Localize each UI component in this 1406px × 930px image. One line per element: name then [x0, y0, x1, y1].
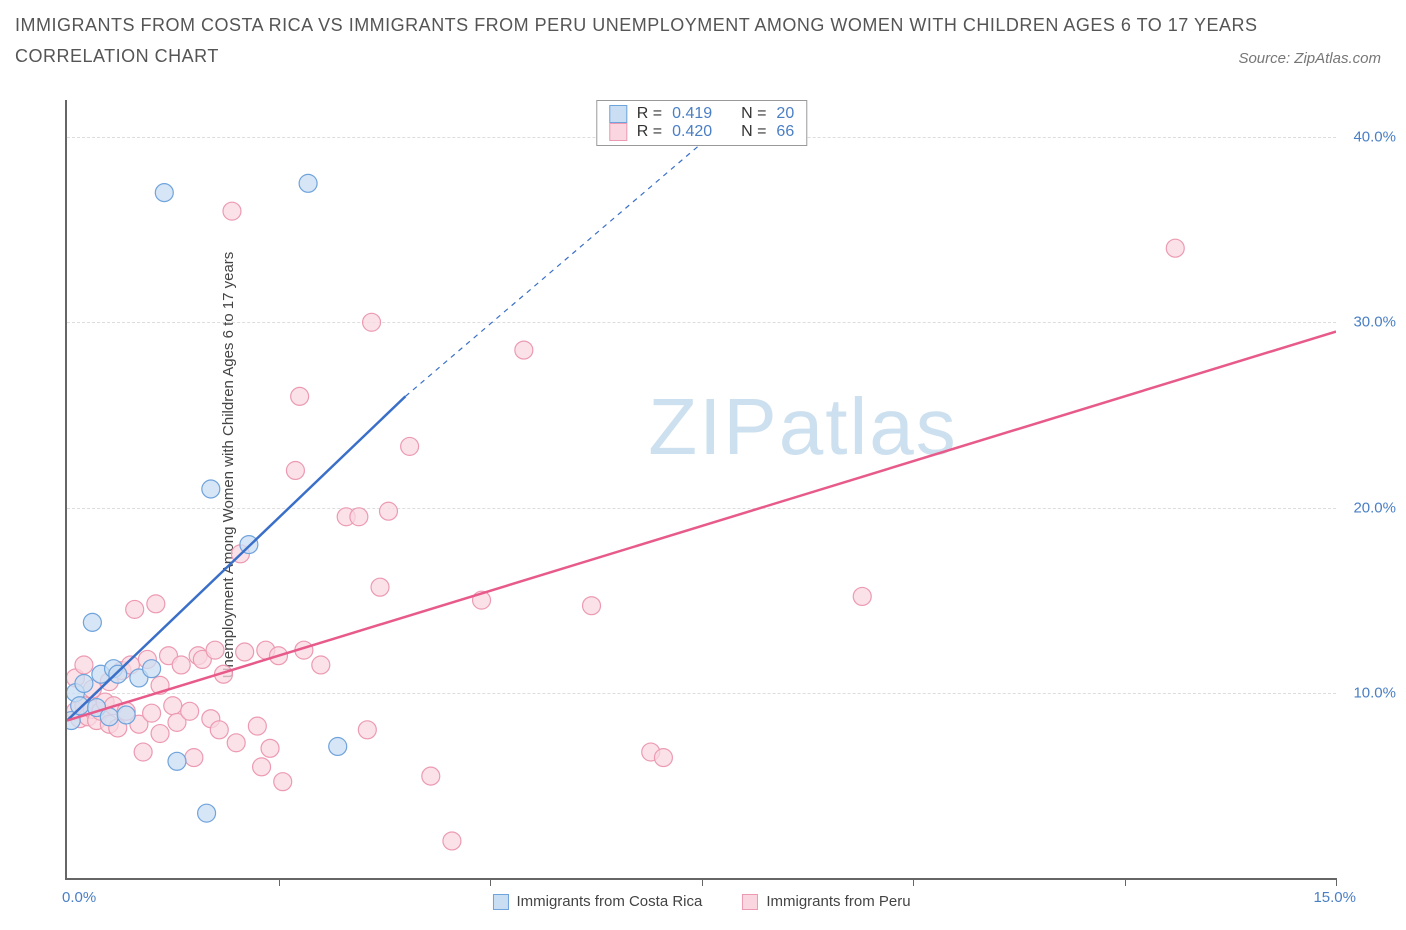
scatter-point: [350, 508, 368, 526]
scatter-point: [164, 697, 182, 715]
y-tick-label: 30.0%: [1353, 314, 1396, 331]
scatter-point: [261, 739, 279, 757]
legend-label-pink: Immigrants from Peru: [766, 893, 910, 910]
scatter-point: [71, 697, 89, 715]
chart-title: IMMIGRANTS FROM COSTA RICA VS IMMIGRANTS…: [15, 10, 1286, 71]
x-tick: [1336, 878, 1337, 886]
stats-box: R = 0.419 N = 20 R = 0.420 N = 66: [596, 100, 807, 146]
stat-n-pink: 66: [776, 123, 794, 141]
stat-n-label: N =: [741, 105, 766, 123]
y-tick-label: 10.0%: [1353, 684, 1396, 701]
y-tick-label: 20.0%: [1353, 499, 1396, 516]
scatter-point: [117, 706, 135, 724]
scatter-point: [286, 461, 304, 479]
scatter-point: [329, 738, 347, 756]
stat-r-label: R =: [637, 123, 662, 141]
scatter-point: [253, 758, 271, 776]
scatter-point: [143, 704, 161, 722]
scatter-point: [168, 752, 186, 770]
scatter-point: [202, 480, 220, 498]
scatter-point: [358, 721, 376, 739]
scatter-point: [379, 502, 397, 520]
scatter-point: [147, 595, 165, 613]
scatter-point: [401, 437, 419, 455]
x-tick: [1125, 878, 1126, 886]
stat-r-blue: 0.419: [672, 105, 712, 123]
x-origin-label: 0.0%: [62, 889, 96, 906]
x-tick: [702, 878, 703, 886]
scatter-point: [75, 675, 93, 693]
scatter-point: [227, 734, 245, 752]
scatter-point: [126, 600, 144, 618]
scatter-point: [291, 387, 309, 405]
swatch-blue-icon: [609, 105, 627, 123]
y-tick-label: 40.0%: [1353, 129, 1396, 146]
legend-item-pink: Immigrants from Peru: [742, 893, 910, 910]
scatter-point: [151, 725, 169, 743]
scatter-point: [248, 717, 266, 735]
stats-row-blue: R = 0.419 N = 20: [609, 105, 794, 123]
scatter-svg: [67, 100, 1336, 878]
scatter-point: [371, 578, 389, 596]
scatter-point: [223, 202, 241, 220]
scatter-point: [134, 743, 152, 761]
x-tick: [490, 878, 491, 886]
scatter-point: [109, 665, 127, 683]
trend-line-blue: [67, 396, 405, 720]
plot-area: R = 0.419 N = 20 R = 0.420 N = 66 ZIPatl…: [65, 100, 1336, 880]
scatter-point: [515, 341, 533, 359]
scatter-point: [155, 184, 173, 202]
stat-n-label: N =: [741, 123, 766, 141]
legend-swatch-blue-icon: [492, 894, 508, 910]
legend-label-blue: Immigrants from Costa Rica: [516, 893, 702, 910]
scatter-point: [210, 721, 228, 739]
scatter-point: [198, 804, 216, 822]
scatter-point: [206, 641, 224, 659]
x-max-label: 15.0%: [1313, 889, 1356, 906]
bottom-legend: Immigrants from Costa Rica Immigrants fr…: [492, 893, 910, 910]
scatter-point: [299, 174, 317, 192]
legend-item-blue: Immigrants from Costa Rica: [492, 893, 702, 910]
scatter-point: [443, 832, 461, 850]
source-label: Source: ZipAtlas.com: [1238, 50, 1381, 67]
scatter-point: [83, 613, 101, 631]
trend-line-pink: [67, 332, 1336, 721]
scatter-point: [583, 597, 601, 615]
scatter-point: [75, 656, 93, 674]
scatter-point: [172, 656, 190, 674]
scatter-point: [143, 660, 161, 678]
scatter-point: [185, 749, 203, 767]
scatter-point: [181, 702, 199, 720]
scatter-point: [422, 767, 440, 785]
x-tick: [279, 878, 280, 886]
legend-swatch-pink-icon: [742, 894, 758, 910]
swatch-pink-icon: [609, 123, 627, 141]
stat-r-pink: 0.420: [672, 123, 712, 141]
scatter-point: [853, 587, 871, 605]
scatter-point: [363, 313, 381, 331]
scatter-point: [236, 643, 254, 661]
scatter-point: [654, 749, 672, 767]
stat-n-blue: 20: [776, 105, 794, 123]
x-tick: [913, 878, 914, 886]
scatter-point: [274, 773, 292, 791]
scatter-point: [312, 656, 330, 674]
stat-r-label: R =: [637, 105, 662, 123]
stats-row-pink: R = 0.420 N = 66: [609, 123, 794, 141]
scatter-point: [1166, 239, 1184, 257]
